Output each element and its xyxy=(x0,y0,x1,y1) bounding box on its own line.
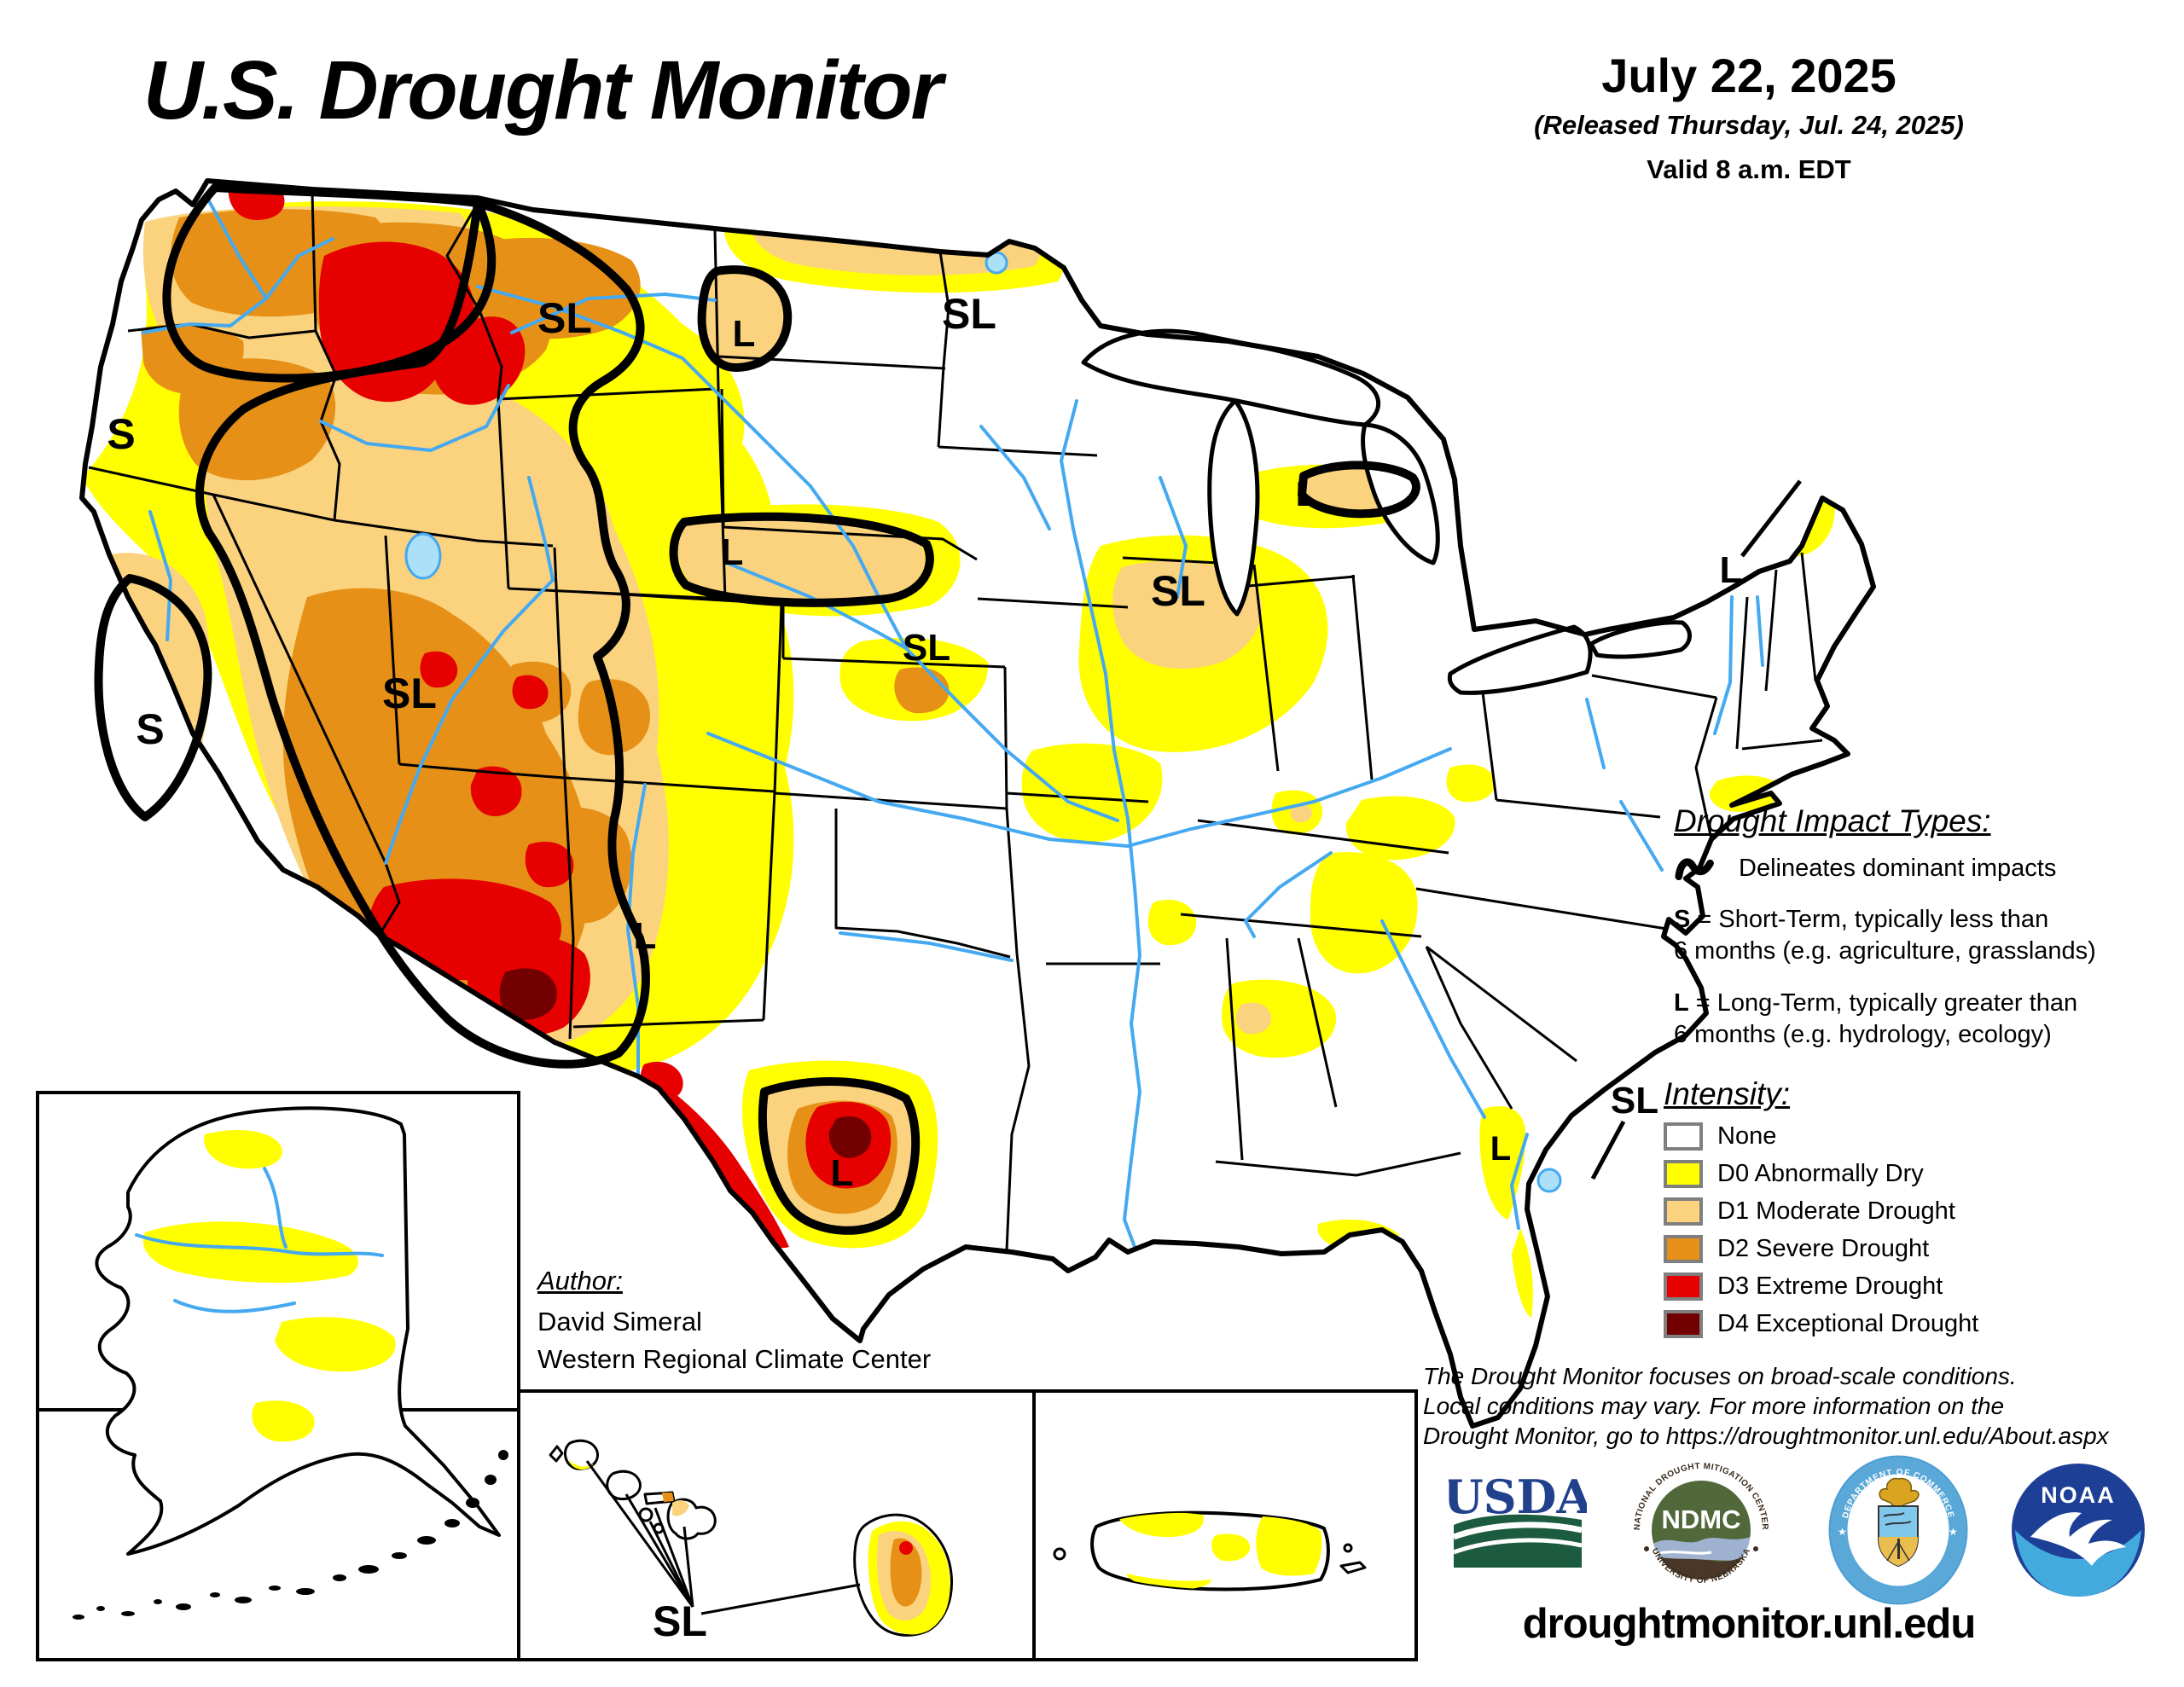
intensity-item-none: None xyxy=(1664,1122,1978,1151)
intensity-item-d3: D3 Extreme Drought xyxy=(1664,1272,1978,1301)
long-term-line2: 6 months (e.g. hydrology, ecology) xyxy=(1674,1021,2052,1048)
intensity-label-d0: D0 Abnormally Dry xyxy=(1717,1160,1924,1187)
map-date: July 22, 2025 xyxy=(1601,49,1896,102)
intensity-label-none: None xyxy=(1717,1122,1777,1150)
author-name: David Simeral xyxy=(537,1307,702,1336)
disclaimer-line3: Drought Monitor, go to https://droughtmo… xyxy=(1423,1423,2109,1449)
short-term-letter: S xyxy=(1674,906,1691,933)
delineates-row: Delineates dominant impacts xyxy=(1674,853,2184,884)
impact-delineation-outlines xyxy=(94,183,1802,1235)
long-term-line1: = Long-Term, typically greater than xyxy=(1688,989,2078,1017)
author-organization: Western Regional Climate Center xyxy=(537,1344,932,1374)
intensity-title: Intensity: xyxy=(1664,1076,1791,1111)
disclaimer-line1: The Drought Monitor focuses on broad-sca… xyxy=(1423,1363,2017,1389)
impact-label-new-mexico: L xyxy=(634,915,657,957)
impact-label-wisconsin: SL xyxy=(1151,567,1205,615)
intensity-label-d4: D4 Exceptional Drought xyxy=(1717,1310,1979,1337)
intensity-list: None D0 Abnormally Dry D1 Moderate Droug… xyxy=(1664,1122,1978,1338)
long-term-definition: L = Long-Term, typically greater than 6 … xyxy=(1674,988,2184,1051)
intensity-item-d0: D0 Abnormally Dry xyxy=(1664,1160,1978,1188)
impact-label-south-dakota: L xyxy=(721,531,744,573)
noaa-wordmark: NOAA xyxy=(2041,1482,2116,1508)
impact-label-texas: L xyxy=(831,1152,854,1194)
lake-okeechobee xyxy=(1536,1168,1562,1193)
puerto-rico-inset xyxy=(1053,1510,1367,1591)
svg-text:★: ★ xyxy=(1838,1526,1847,1538)
intensity-swatch-d4 xyxy=(1664,1310,1703,1338)
intensity-item-d2: D2 Severe Drought xyxy=(1664,1235,1978,1263)
impact-label-oregon: S xyxy=(107,410,135,458)
author-title: Author: xyxy=(537,1266,623,1296)
svg-text:★: ★ xyxy=(1949,1526,1958,1538)
disclaimer-text: The Drought Monitor focuses on broad-sca… xyxy=(1423,1361,2109,1451)
intensity-swatch-d1 xyxy=(1664,1197,1703,1226)
impact-label-florida-southeast: SL xyxy=(1611,1080,1658,1122)
delineates-text: Delineates dominant impacts xyxy=(1739,854,2057,882)
intensity-item-d1: D1 Moderate Drought xyxy=(1664,1197,1978,1226)
ndmc-wordmark: NDMC xyxy=(1662,1504,1741,1534)
date-block: July 22, 2025 (Released Thursday, Jul. 2… xyxy=(1450,48,2048,185)
intensity-swatch-d3 xyxy=(1664,1272,1703,1301)
doc-shield-icon xyxy=(1878,1505,1919,1568)
intensity-item-d4: D4 Exceptional Drought xyxy=(1664,1310,1978,1338)
impact-types-title: Drought Impact Types: xyxy=(1674,803,1991,838)
impact-label-montana: SL xyxy=(537,294,592,342)
squiggle-line-icon xyxy=(1675,858,1714,881)
state-borders xyxy=(88,192,1823,1251)
alaska-inset xyxy=(73,1106,508,1620)
great-salt-lake xyxy=(404,532,442,580)
great-lakes xyxy=(1081,328,1692,695)
impact-label-new-york: L xyxy=(1720,549,1743,591)
department-of-commerce-seal: DEPARTMENT OF COMMERCE UNITED STATES OF … xyxy=(1828,1455,1968,1605)
intensity-label-d2: D2 Severe Drought xyxy=(1717,1235,1930,1262)
intensity-legend: Intensity: None D0 Abnormally Dry D1 Mod… xyxy=(1664,1076,1978,1348)
hawaii-pointer-lines xyxy=(585,1460,861,1615)
inset-boxes xyxy=(36,1091,1418,1661)
ndmc-logo: NDMC NATIONAL DROUGHT MITIGATION CENTER … xyxy=(1628,1457,1774,1603)
usda-logo: USDA xyxy=(1449,1472,1587,1568)
impact-labels: SL L SL S L SL S SL L SL L L L L SL SL xyxy=(107,290,1742,1645)
intensity-label-d3: D3 Extreme Drought xyxy=(1717,1272,1943,1300)
short-term-definition: S = Short-Term, typically less than 6 mo… xyxy=(1674,904,2184,967)
valid-time: Valid 8 a.m. EDT xyxy=(1647,154,1851,184)
long-term-letter: L xyxy=(1674,989,1689,1017)
released-date: (Released Thursday, Jul. 24, 2025) xyxy=(1534,110,1964,140)
author-block: Author: David Simeral Western Regional C… xyxy=(537,1266,931,1375)
impact-label-florida: L xyxy=(1490,1130,1511,1168)
page-title: U.S. Drought Monitor xyxy=(143,43,943,136)
impact-label-north-dakota-east: SL xyxy=(942,290,996,338)
drought-monitor-url: droughtmonitor.unl.edu xyxy=(1522,1601,1977,1647)
intensity-label-d1: D1 Moderate Drought xyxy=(1717,1197,1955,1225)
impact-label-michigan: L xyxy=(1296,476,1316,513)
impact-label-nevada-utah: SL xyxy=(382,670,437,717)
impact-types-legend: Drought Impact Types: Delineates dominan… xyxy=(1674,803,2184,1051)
aleutian-islands xyxy=(73,1450,508,1620)
intensity-swatch-d0 xyxy=(1664,1160,1703,1188)
intensity-swatch-d2 xyxy=(1664,1235,1703,1263)
impact-label-hawaii: SL xyxy=(653,1597,707,1645)
impact-label-nebraska: SL xyxy=(903,627,950,669)
intensity-swatch-none xyxy=(1664,1122,1703,1151)
noaa-seagull-icon xyxy=(2030,1512,2126,1566)
disclaimer-line2: Local conditions may vary. For more info… xyxy=(1423,1393,2005,1419)
impact-label-california: S xyxy=(136,705,164,753)
short-term-line1: = Short-Term, typically less than xyxy=(1690,906,2049,933)
hawaii-inset xyxy=(549,1439,954,1637)
noaa-logo: NOAA xyxy=(2012,1464,2145,1597)
short-term-line2: 6 months (e.g. agriculture, grasslands) xyxy=(1674,937,2096,965)
impact-label-north-dakota-west: L xyxy=(733,313,756,355)
